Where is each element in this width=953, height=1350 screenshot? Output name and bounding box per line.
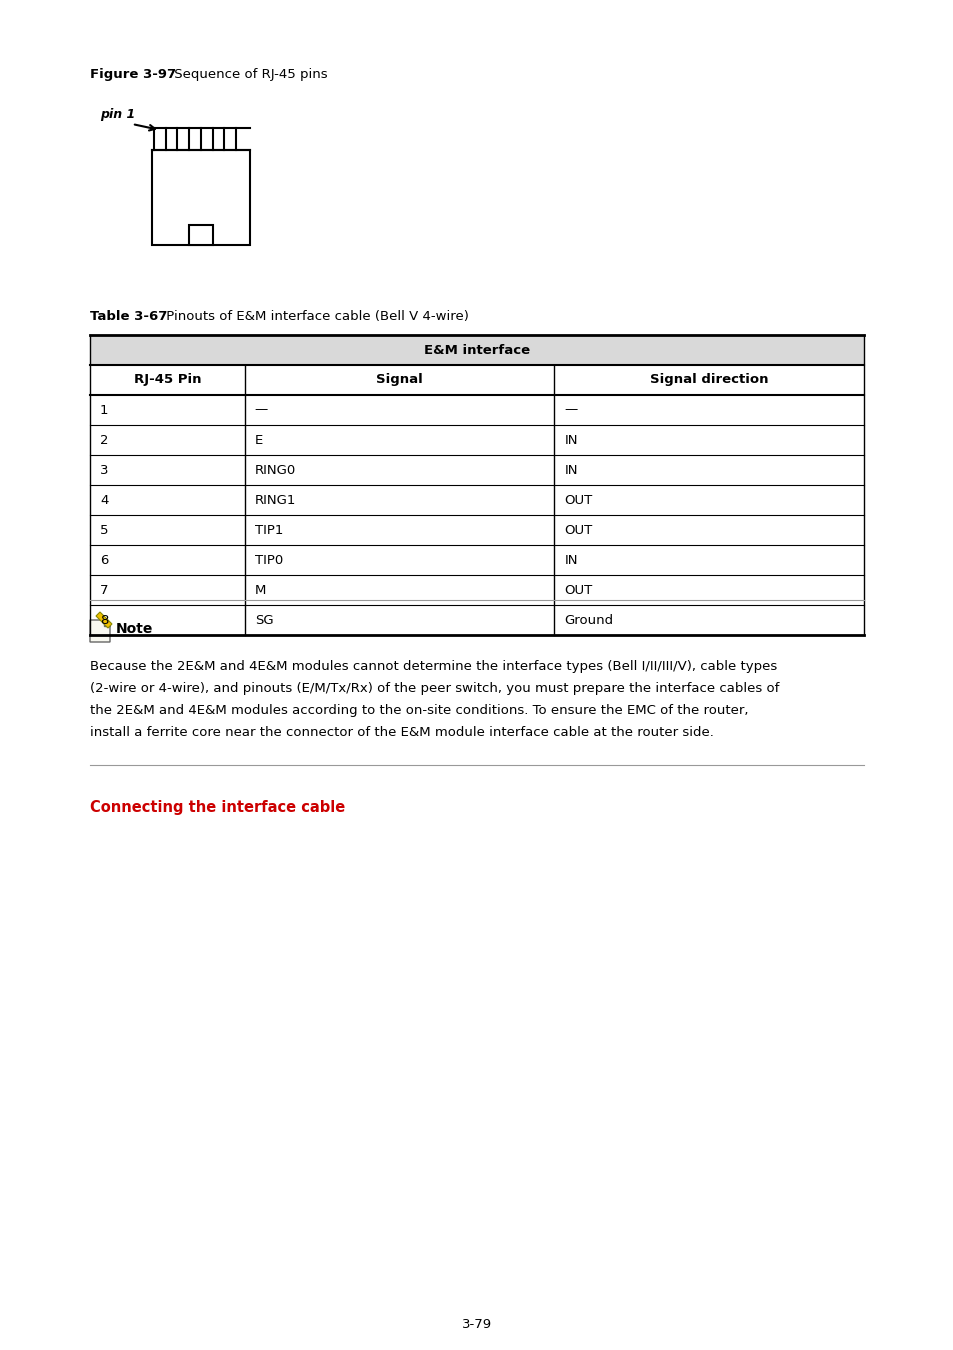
Text: IN: IN [564,554,578,567]
Polygon shape [90,620,110,643]
Text: 4: 4 [100,494,109,506]
Text: RJ-45 Pin: RJ-45 Pin [133,374,201,386]
Text: pin 1: pin 1 [100,108,135,122]
Polygon shape [96,612,112,628]
Text: TIP1: TIP1 [254,524,283,536]
Polygon shape [104,620,110,626]
Text: 6: 6 [100,554,109,567]
Text: 8: 8 [100,613,109,626]
Bar [152,150,250,244]
Bar [189,225,213,244]
Text: Table 3-67: Table 3-67 [90,310,167,323]
Text: —: — [254,404,268,417]
Text: 2: 2 [100,433,109,447]
Text: M: M [254,583,266,597]
Text: Note: Note [116,622,153,636]
Text: SG: SG [254,613,274,626]
Text: Signal: Signal [375,374,422,386]
Text: Sequence of RJ-45 pins: Sequence of RJ-45 pins [170,68,327,81]
Text: 1: 1 [100,404,109,417]
Text: —: — [564,404,578,417]
Text: 5: 5 [100,524,109,536]
Text: (2-wire or 4-wire), and pinouts (E/M/Tx/Rx) of the peer switch, you must prepare: (2-wire or 4-wire), and pinouts (E/M/Tx/… [90,682,779,695]
Text: Signal direction: Signal direction [649,374,768,386]
Text: Figure 3-97: Figure 3-97 [90,68,176,81]
Text: OUT: OUT [564,524,592,536]
Text: E&M interface: E&M interface [423,343,530,356]
Text: 7: 7 [100,583,109,597]
Text: 3: 3 [100,463,109,477]
Text: E: E [254,433,263,447]
Text: Pinouts of E&M interface cable (Bell V 4-wire): Pinouts of E&M interface cable (Bell V 4… [162,310,468,323]
Text: Ground: Ground [564,613,613,626]
Text: RING0: RING0 [254,463,295,477]
Text: the 2E&M and 4E&M modules according to the on-site conditions. To ensure the EMC: the 2E&M and 4E&M modules according to t… [90,703,748,717]
Text: Connecting the interface cable: Connecting the interface cable [90,801,345,815]
Bar [90,335,863,365]
Text: install a ferrite core near the connector of the E&M module interface cable at t: install a ferrite core near the connecto… [90,726,713,738]
Text: IN: IN [564,433,578,447]
Text: 3-79: 3-79 [461,1318,492,1331]
Text: TIP0: TIP0 [254,554,283,567]
Text: RING1: RING1 [254,494,295,506]
Text: IN: IN [564,463,578,477]
Text: OUT: OUT [564,494,592,506]
Text: OUT: OUT [564,583,592,597]
Text: Because the 2E&M and 4E&M modules cannot determine the interface types (Bell I/I: Because the 2E&M and 4E&M modules cannot… [90,660,777,674]
